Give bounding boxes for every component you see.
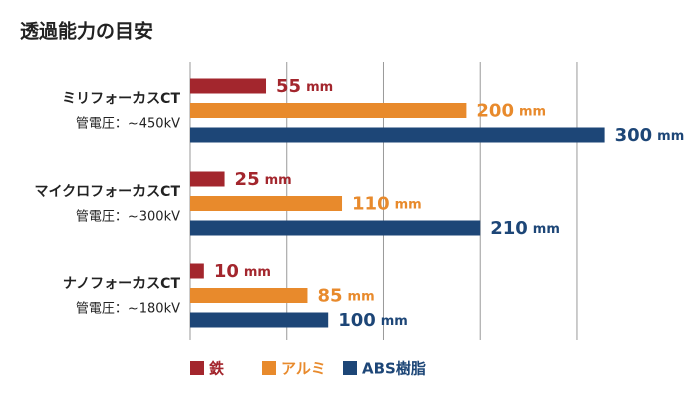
value-label: 85 mm <box>317 286 374 307</box>
category-label: マイクロフォーカスCT <box>34 184 180 200</box>
legend-swatch <box>262 361 276 375</box>
value-unit: mm <box>533 222 560 237</box>
legend-swatch <box>190 361 204 375</box>
value-label: 210 mm <box>490 218 560 239</box>
category-label: ミリフォーカスCT <box>62 91 180 107</box>
bar <box>190 78 267 94</box>
value-unit: mm <box>265 173 292 188</box>
value-label: 110 mm <box>352 194 422 215</box>
value-number: 210 <box>490 218 528 239</box>
value-number: 200 <box>476 101 514 122</box>
value-unit: mm <box>657 129 684 144</box>
bar <box>190 196 343 211</box>
bar <box>190 103 467 118</box>
category-label: ナノフォーカスCT <box>63 276 181 292</box>
value-label: 10 mm <box>214 261 271 282</box>
value-label: 25 mm <box>235 169 292 190</box>
category-note: 管電圧：~450kV <box>76 117 180 132</box>
value-unit: mm <box>519 104 546 119</box>
value-number: 10 <box>214 261 239 282</box>
value-label: 200 mm <box>476 101 546 122</box>
value-number: 25 <box>235 169 260 190</box>
value-unit: mm <box>244 265 271 280</box>
value-label: 55 mm <box>276 76 333 97</box>
category-note: 管電圧：~300kV <box>76 210 180 225</box>
value-number: 110 <box>352 194 390 215</box>
value-number: 100 <box>338 310 376 331</box>
legend-label: ABS樹脂 <box>362 360 426 378</box>
legend-swatch <box>343 361 357 375</box>
bar <box>190 263 204 279</box>
bar <box>190 288 308 303</box>
legend-label: アルミ <box>281 360 326 378</box>
bar <box>190 127 605 143</box>
value-unit: mm <box>395 197 422 212</box>
value-unit: mm <box>306 80 333 95</box>
value-number: 55 <box>276 76 301 97</box>
value-unit: mm <box>381 314 408 329</box>
bar <box>190 220 481 236</box>
category-note: 管電圧：~180kV <box>76 302 180 317</box>
value-number: 85 <box>317 286 342 307</box>
legend-label: 鉄 <box>209 360 224 378</box>
bar <box>190 171 225 187</box>
bar <box>190 312 329 328</box>
chart-title: 透過能力の目安 <box>20 20 153 43</box>
value-label: 100 mm <box>338 310 408 331</box>
value-label: 300 mm <box>615 125 685 146</box>
value-number: 300 <box>615 125 653 146</box>
value-unit: mm <box>348 289 375 304</box>
